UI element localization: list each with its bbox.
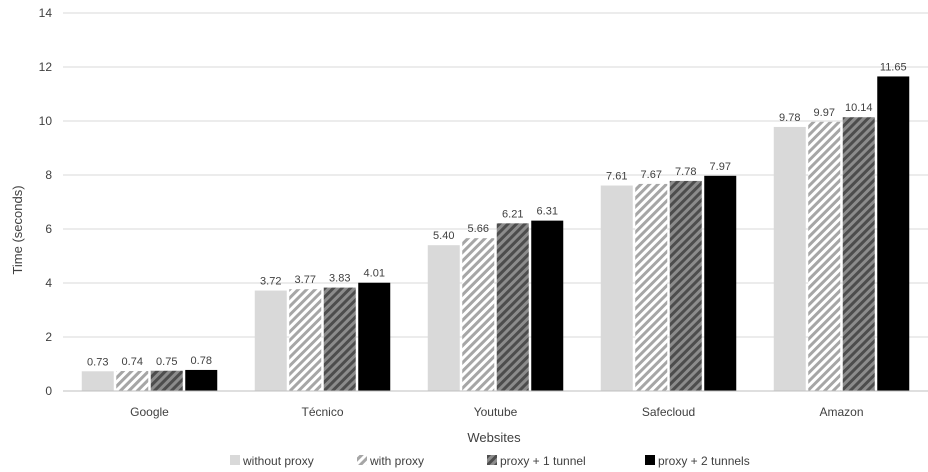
data-label: 3.72 xyxy=(260,276,281,288)
bar xyxy=(116,371,149,391)
legend-swatch xyxy=(487,455,497,465)
bar xyxy=(254,290,287,391)
data-label: 7.78 xyxy=(675,166,696,178)
gridlines xyxy=(63,12,928,338)
x-axis-title: Websites xyxy=(467,430,521,445)
bar xyxy=(150,370,183,391)
bar xyxy=(669,180,702,391)
bar xyxy=(185,369,218,391)
data-label: 11.65 xyxy=(880,61,907,73)
data-label: 9.78 xyxy=(779,112,800,124)
data-label: 4.01 xyxy=(364,268,385,280)
bar xyxy=(358,282,391,391)
legend-label: proxy + 1 tunnel xyxy=(500,454,586,468)
y-tick-label: 12 xyxy=(39,60,53,74)
bar xyxy=(704,175,737,391)
y-axis-ticks: 0 2 4 6 8 10 12 14 xyxy=(39,6,53,398)
data-label: 7.97 xyxy=(710,161,731,173)
x-tick-label: Safecloud xyxy=(642,405,695,419)
y-tick-label: 8 xyxy=(45,168,52,182)
bar xyxy=(600,185,633,391)
bar xyxy=(496,223,529,391)
bar xyxy=(462,238,495,391)
data-label: 3.83 xyxy=(329,273,350,285)
bar xyxy=(635,183,668,391)
data-label: 7.67 xyxy=(641,169,662,181)
y-tick-label: 2 xyxy=(45,330,52,344)
data-label: 5.66 xyxy=(468,223,489,235)
bar xyxy=(773,126,806,391)
x-tick-label: Técnico xyxy=(301,405,343,419)
y-tick-label: 4 xyxy=(45,276,52,290)
data-label: 5.40 xyxy=(433,230,454,242)
x-tick-label: Amazon xyxy=(819,405,863,419)
bar xyxy=(427,245,460,391)
legend: without proxy with proxy proxy + 1 tunnel p… xyxy=(230,454,750,468)
data-label: 0.74 xyxy=(122,356,143,368)
legend-swatch xyxy=(357,455,367,465)
data-label: 7.61 xyxy=(606,171,627,183)
legend-swatch xyxy=(645,455,655,465)
bar xyxy=(808,121,841,391)
x-axis-ticks: Google Técnico Youtube Safecloud Amazon xyxy=(130,405,863,419)
x-tick-label: Youtube xyxy=(474,405,518,419)
data-label: 10.14 xyxy=(845,102,873,114)
y-tick-label: 6 xyxy=(45,222,52,236)
data-label: 0.78 xyxy=(191,355,212,367)
legend-swatch xyxy=(230,455,240,465)
data-label: 0.73 xyxy=(87,356,108,368)
y-tick-label: 14 xyxy=(39,6,53,20)
bar xyxy=(531,220,564,391)
data-label: 0.75 xyxy=(156,356,177,368)
bar xyxy=(842,117,875,391)
y-tick-label: 10 xyxy=(39,114,53,128)
data-label: 3.77 xyxy=(295,274,316,286)
bar xyxy=(289,289,322,391)
x-tick-label: Google xyxy=(130,405,169,419)
data-label: 6.21 xyxy=(502,208,523,220)
y-tick-label: 0 xyxy=(45,384,52,398)
bars: 0.73 0.74 0.75 0.78 3.72 3.77 3.83 4.01 5.40 5.66… xyxy=(81,61,910,391)
data-label: 9.97 xyxy=(814,107,835,119)
bar xyxy=(81,371,114,391)
y-axis-title: Time (seconds) xyxy=(10,185,25,274)
legend-label: proxy + 2 tunnels xyxy=(658,454,750,468)
legend-label: without proxy xyxy=(242,454,314,468)
bar xyxy=(323,287,356,391)
bar xyxy=(877,76,910,391)
data-label: 6.31 xyxy=(537,206,558,218)
legend-label: with proxy xyxy=(369,454,424,468)
